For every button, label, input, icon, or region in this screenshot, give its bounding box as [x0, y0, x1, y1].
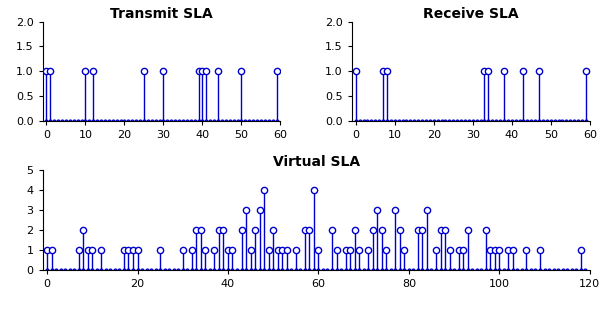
- Title: Transmit SLA: Transmit SLA: [110, 7, 213, 20]
- Title: Virtual SLA: Virtual SLA: [272, 155, 360, 169]
- Title: Receive SLA: Receive SLA: [423, 7, 519, 20]
